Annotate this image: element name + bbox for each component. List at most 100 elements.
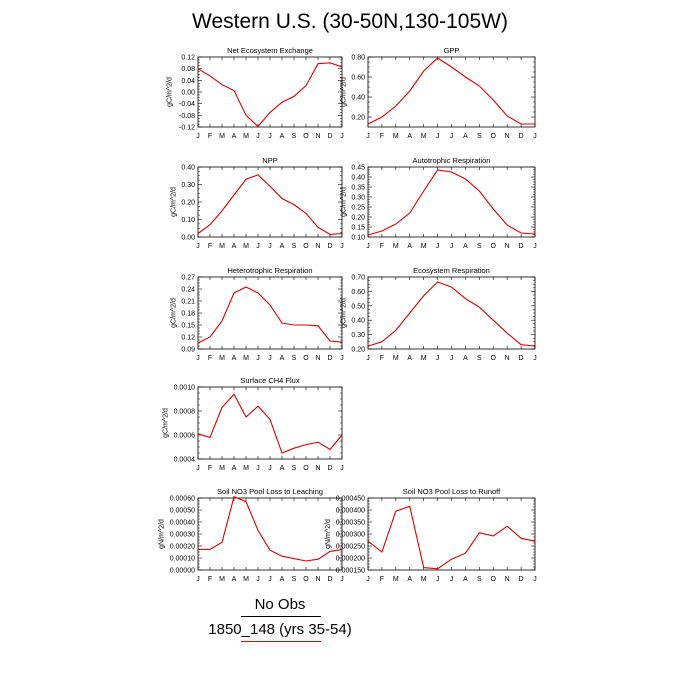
y-tick-label: -0.12: [179, 125, 195, 132]
y-tick-label: 0.20: [181, 200, 195, 207]
chart-title: Net Ecosystem Exchange: [227, 46, 313, 55]
x-tick-label: O: [303, 355, 309, 362]
chart-panel: Soil NO3 Pool Loss to Runoff J F M A M J J A S O N D…: [325, 487, 537, 583]
y-tick-label: 0.08: [181, 66, 195, 73]
y-tick-label: 0.00000: [170, 568, 195, 575]
y-tick-label: 0.40: [351, 95, 365, 102]
x-tick-label: J: [450, 133, 454, 140]
x-tick-label: A: [232, 576, 237, 583]
y-tick-label: 0.40: [351, 318, 365, 325]
x-tick-label: J: [340, 355, 344, 362]
x-tick-label: J: [366, 576, 370, 583]
plot-frame: [197, 276, 343, 350]
chart-title: Heterotrophic Respiration: [227, 266, 312, 275]
x-tick-label: J: [268, 133, 272, 140]
x-tick-label: J: [196, 576, 200, 583]
y-tick-label: 0.15: [351, 225, 365, 232]
x-tick-label: O: [303, 243, 309, 250]
x-tick-label: M: [219, 465, 225, 472]
x-tick-label: S: [477, 355, 482, 362]
y-tick-label: 0.40: [181, 165, 195, 172]
x-tick-label: N: [315, 133, 320, 140]
y-tick-label: 0.30: [181, 182, 195, 189]
x-tick-label: J: [366, 243, 370, 250]
x-tick-label: J: [196, 133, 200, 140]
x-tick-label: S: [477, 576, 482, 583]
chart-title: GPP: [444, 46, 460, 55]
y-tick-label: 0.04: [181, 78, 195, 85]
x-tick-label: M: [243, 576, 249, 583]
y-tick-label: 0.000250: [336, 544, 365, 551]
y-tick-label: 0.0010: [174, 385, 196, 392]
x-tick-label: S: [292, 355, 297, 362]
y-tick-label: 0.24: [181, 287, 195, 294]
x-tick-label: M: [393, 133, 399, 140]
x-tick-label: S: [292, 465, 297, 472]
y-tick-label: 0.15: [181, 323, 195, 330]
y-tick-label: 0.30: [351, 195, 365, 202]
y-tick-label: 0.50: [351, 303, 365, 310]
x-tick-label: O: [491, 355, 497, 362]
series-line: [197, 393, 343, 454]
x-tick-label: A: [407, 576, 412, 583]
x-tick-label: J: [340, 465, 344, 472]
x-tick-label: S: [477, 243, 482, 250]
series-line: [367, 281, 536, 347]
x-tick-label: A: [463, 355, 468, 362]
x-tick-label: M: [219, 243, 225, 250]
y-tick-label: 0.000350: [336, 520, 365, 527]
y-tick-label: -0.04: [179, 101, 195, 108]
y-tick-label: 0.27: [181, 275, 195, 282]
x-tick-label: J: [436, 355, 440, 362]
x-tick-label: N: [505, 355, 510, 362]
x-tick-label: N: [315, 465, 320, 472]
y-tick-label: 0.80: [351, 55, 365, 62]
y-tick-label: 0.30: [351, 332, 365, 339]
chart-title: Soil NO3 Pool Loss to Leaching: [217, 487, 323, 496]
chart-title: Autotrophic Respiration: [413, 156, 491, 165]
x-tick-label: J: [196, 465, 200, 472]
x-tick-label: M: [243, 355, 249, 362]
y-tick-label: 0.35: [351, 185, 365, 192]
x-tick-label: J: [450, 243, 454, 250]
x-tick-label: D: [327, 133, 332, 140]
y-tick-label: 0.0004: [174, 457, 196, 464]
x-tick-label: F: [380, 133, 384, 140]
x-tick-label: A: [407, 355, 412, 362]
y-tick-label: 0.0008: [174, 409, 196, 416]
x-tick-label: J: [533, 355, 537, 362]
x-tick-label: A: [407, 243, 412, 250]
x-tick-label: M: [243, 465, 249, 472]
x-tick-label: A: [280, 576, 285, 583]
x-tick-label: F: [208, 243, 212, 250]
x-tick-label: J: [340, 576, 344, 583]
series-line: [197, 174, 343, 235]
y-tick-label: 0.00010: [170, 556, 195, 563]
x-tick-label: O: [491, 243, 497, 250]
x-tick-label: J: [436, 576, 440, 583]
y-tick-label: 0.25: [351, 205, 365, 212]
series-line: [367, 505, 536, 570]
x-tick-label: A: [280, 243, 285, 250]
x-tick-label: M: [393, 355, 399, 362]
x-tick-label: M: [243, 133, 249, 140]
y-tick-label: 0.00060: [170, 496, 195, 503]
y-tick-label: 0.60: [351, 289, 365, 296]
y-tick-label: 0.00050: [170, 508, 195, 515]
y-tick-label: 0.12: [181, 55, 195, 62]
x-tick-label: F: [380, 243, 384, 250]
x-tick-label: O: [491, 576, 497, 583]
y-axis-label: gC/m^2/d: [167, 77, 174, 107]
x-tick-label: O: [303, 576, 309, 583]
x-tick-label: A: [280, 465, 285, 472]
x-tick-label: J: [268, 355, 272, 362]
x-tick-label: A: [463, 243, 468, 250]
x-tick-label: S: [292, 576, 297, 583]
y-tick-label: 0.20: [351, 215, 365, 222]
x-tick-label: A: [232, 355, 237, 362]
y-tick-label: 0.000450: [336, 496, 365, 503]
x-tick-label: J: [533, 133, 537, 140]
